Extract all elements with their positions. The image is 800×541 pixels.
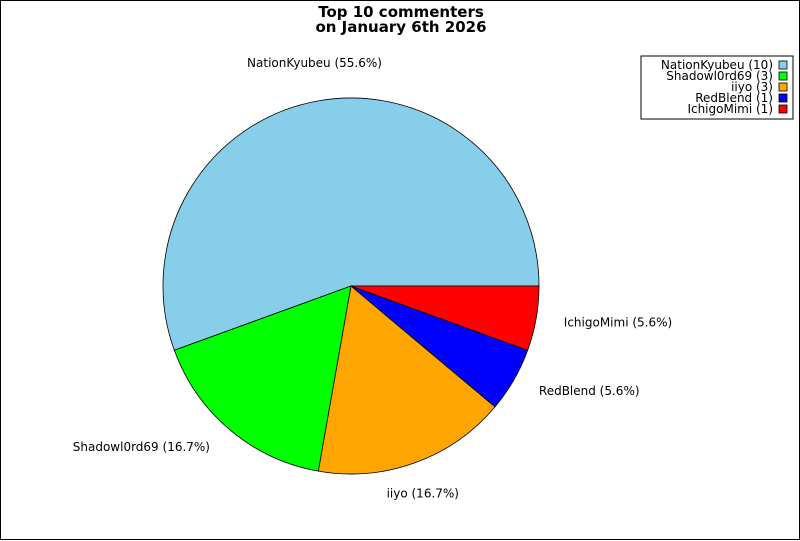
pie-slice-shadowl0rd69 [173,285,352,472]
legend-swatch-redblend [778,93,788,103]
slice-label-nationkyubeu: NationKyubeu (55.6%) [247,56,382,70]
slice-labels: NationKyubeu (55.6%) Shadowl0rd69 (16.7%)… [73,56,672,500]
legend-label-iiyo: iiyo (3) [731,80,773,94]
pie-slice-nationkyubeu [162,97,540,351]
legend-label-nationkyubeu: NationKyubeu (10) [661,58,773,72]
chart-title: Top 10 commenters [318,3,484,21]
legend-swatch-shadowl0rd69 [778,71,788,81]
legend-swatch-iiyo [778,82,788,92]
legend-label-ichigomimi: IchigoMimi (1) [687,102,773,116]
legend: NationKyubeu (10)Shadowl0rd69 (3)iiyo (3… [640,55,794,120]
legend-box [640,55,794,120]
legend-swatch-ichigomimi [778,104,788,114]
pie-slice-ichigomimi [350,285,540,351]
slice-label-redblend: RedBlend (5.6%) [539,384,640,398]
slice-label-shadowl0rd69: Shadowl0rd69 (16.7%) [73,440,210,454]
legend-label-shadowl0rd69: Shadowl0rd69 (3) [666,69,773,83]
legend-label-redblend: RedBlend (1) [695,91,773,105]
slice-label-iiyo: iiyo (16.7%) [387,486,459,500]
chart-subtitle: on January 6th 2026 [315,18,486,36]
slice-label-ichigomimi: IchigoMimi (5.6%) [564,316,672,330]
pie-slices [162,97,540,475]
legend-swatch-nationkyubeu [778,60,788,70]
pie-slice-iiyo [317,285,496,475]
